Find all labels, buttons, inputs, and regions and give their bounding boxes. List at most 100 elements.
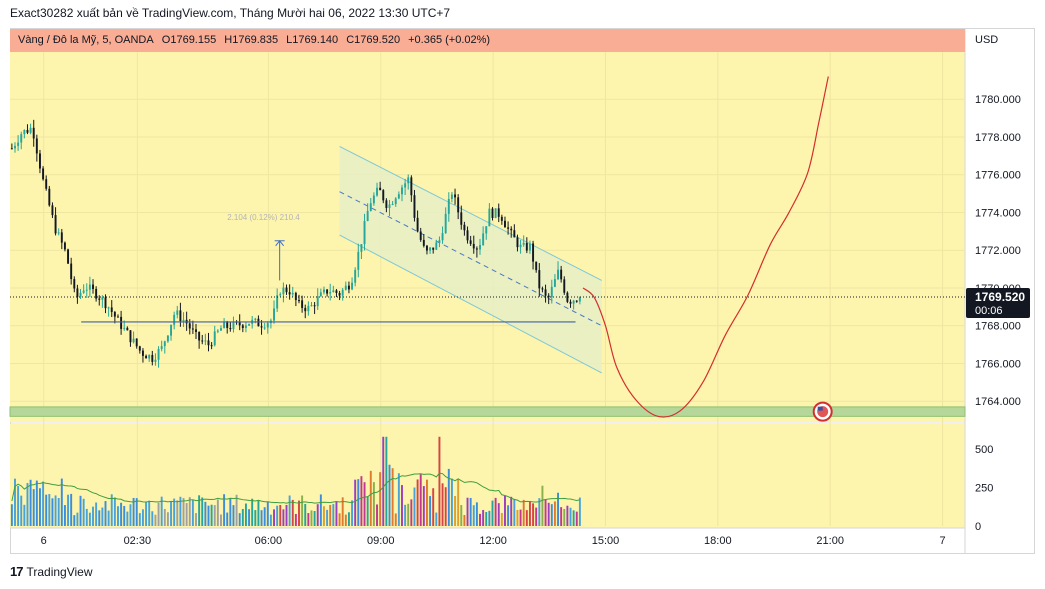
- volume-bar[interactable]: [401, 485, 403, 526]
- volume-bar[interactable]: [92, 506, 94, 526]
- candle-body[interactable]: [388, 204, 391, 208]
- volume-bar[interactable]: [57, 498, 60, 526]
- channel-mid-line[interactable]: [339, 191, 602, 327]
- candle-body[interactable]: [132, 338, 135, 343]
- volume-bar[interactable]: [404, 504, 407, 526]
- volume-bar[interactable]: [76, 512, 79, 526]
- volume-bar[interactable]: [279, 504, 282, 526]
- volume-bar[interactable]: [60, 478, 63, 526]
- volume-bar[interactable]: [360, 476, 363, 526]
- candle-body[interactable]: [266, 323, 269, 328]
- candle-body[interactable]: [544, 289, 547, 296]
- volume-bar[interactable]: [397, 473, 400, 526]
- volume-bar[interactable]: [351, 500, 354, 526]
- volume-bar[interactable]: [363, 482, 366, 526]
- candle-body[interactable]: [226, 322, 229, 328]
- volume-bar[interactable]: [48, 494, 51, 526]
- volume-bar[interactable]: [510, 496, 513, 526]
- candle-body[interactable]: [45, 179, 48, 189]
- volume-bar[interactable]: [213, 505, 216, 526]
- candle-body[interactable]: [322, 289, 325, 293]
- volume-bar[interactable]: [17, 485, 20, 526]
- volume-bar[interactable]: [67, 494, 70, 526]
- candle-body[interactable]: [485, 226, 488, 234]
- volume-bar[interactable]: [282, 509, 285, 526]
- candle-body[interactable]: [170, 324, 173, 336]
- candle-body[interactable]: [88, 284, 91, 290]
- candle-body[interactable]: [110, 307, 113, 313]
- volume-bar[interactable]: [288, 495, 291, 526]
- volume-bar[interactable]: [550, 504, 553, 526]
- volume-bar[interactable]: [117, 506, 119, 526]
- volume-bar[interactable]: [447, 468, 450, 526]
- volume-bar[interactable]: [429, 496, 432, 526]
- volume-bar[interactable]: [63, 505, 66, 526]
- candle-body[interactable]: [273, 308, 275, 321]
- footer-brand[interactable]: 17 TradingView: [10, 564, 93, 579]
- candle-body[interactable]: [382, 190, 385, 201]
- candle-body[interactable]: [85, 289, 88, 291]
- candle-body[interactable]: [182, 319, 185, 322]
- candle-body[interactable]: [578, 297, 581, 302]
- volume-bar[interactable]: [463, 514, 466, 526]
- candle-body[interactable]: [304, 307, 307, 312]
- volume-bar[interactable]: [220, 514, 222, 526]
- candle-body[interactable]: [416, 217, 419, 232]
- volume-bar[interactable]: [332, 504, 335, 526]
- candle-body[interactable]: [525, 242, 528, 251]
- volume-bar[interactable]: [413, 487, 416, 526]
- volume-bar[interactable]: [182, 498, 185, 526]
- candle-body[interactable]: [10, 148, 13, 150]
- candle-body[interactable]: [263, 327, 266, 329]
- candle-body[interactable]: [288, 292, 291, 295]
- volume-bar[interactable]: [563, 508, 566, 526]
- volume-bar[interactable]: [238, 513, 241, 526]
- volume-bar[interactable]: [435, 512, 438, 526]
- volume-bar[interactable]: [95, 502, 98, 526]
- candle-body[interactable]: [394, 198, 397, 205]
- candle-body[interactable]: [188, 323, 191, 329]
- candle-body[interactable]: [397, 194, 400, 199]
- candle-body[interactable]: [113, 312, 116, 317]
- volume-bar[interactable]: [475, 502, 478, 526]
- candle-body[interactable]: [535, 261, 538, 271]
- volume-bar[interactable]: [88, 512, 91, 526]
- volume-bar[interactable]: [441, 483, 444, 526]
- volume-bar[interactable]: [10, 504, 13, 526]
- projection-curve[interactable]: [582, 76, 829, 418]
- candle-body[interactable]: [20, 134, 23, 143]
- volume-bar[interactable]: [516, 509, 519, 526]
- volume-bar[interactable]: [547, 502, 550, 526]
- volume-bar[interactable]: [241, 508, 244, 526]
- volume-bar[interactable]: [235, 494, 238, 526]
- candle-body[interactable]: [435, 242, 438, 250]
- volume-bar[interactable]: [226, 512, 229, 526]
- volume-bar[interactable]: [23, 504, 26, 526]
- candle-body[interactable]: [198, 331, 201, 341]
- volume-bar[interactable]: [148, 500, 151, 526]
- candle-body[interactable]: [404, 183, 407, 188]
- volume-bar[interactable]: [560, 507, 563, 526]
- candle-body[interactable]: [176, 310, 179, 315]
- volume-bar[interactable]: [195, 513, 197, 526]
- candle-body[interactable]: [366, 210, 369, 222]
- volume-bar[interactable]: [138, 513, 141, 526]
- volume-bar[interactable]: [335, 501, 338, 526]
- candle-body[interactable]: [522, 242, 525, 245]
- candle-body[interactable]: [276, 295, 279, 309]
- candle-body[interactable]: [35, 138, 38, 154]
- candle-body[interactable]: [260, 326, 263, 328]
- volume-bar[interactable]: [191, 500, 194, 526]
- volume-bar[interactable]: [266, 501, 269, 526]
- volume-bar[interactable]: [120, 502, 123, 526]
- candle-body[interactable]: [166, 335, 169, 342]
- candle-body[interactable]: [438, 240, 441, 243]
- candle-body[interactable]: [160, 346, 163, 350]
- volume-bar[interactable]: [532, 503, 535, 526]
- candle-body[interactable]: [413, 195, 416, 218]
- volume-bar[interactable]: [341, 497, 344, 526]
- candle-body[interactable]: [135, 338, 138, 347]
- candle-body[interactable]: [54, 215, 57, 234]
- volume-bar[interactable]: [344, 514, 347, 526]
- volume-bar[interactable]: [82, 498, 85, 526]
